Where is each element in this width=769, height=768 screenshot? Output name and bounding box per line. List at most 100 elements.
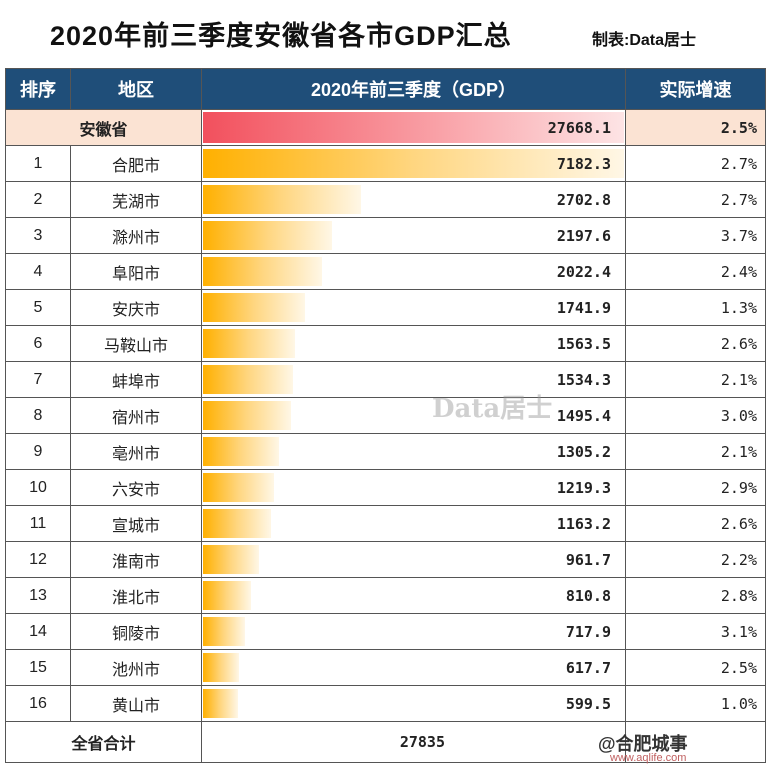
gdp-bar: [203, 509, 272, 538]
speed-cell: 2.5%: [625, 649, 766, 686]
table-row: 5 安庆市 1741.9 1.3%: [5, 289, 766, 326]
rank-cell: 14: [5, 613, 71, 650]
gdp-bar: [203, 401, 291, 430]
gdp-bar: [203, 581, 251, 610]
rank-cell: 11: [5, 505, 71, 542]
gdp-value: 1495.4: [556, 406, 611, 425]
gdp-bar: [203, 329, 295, 358]
header-row: 排序 地区 2020年前三季度（GDP） 实际增速: [5, 68, 766, 110]
table-row: 2 芜湖市 2702.8 2.7%: [5, 181, 766, 218]
region-cell: 亳州市: [70, 433, 202, 470]
gdp-value: 2022.4: [556, 262, 611, 281]
speed-cell: 3.0%: [625, 397, 766, 434]
gdp-cell: 1534.3: [201, 361, 626, 398]
table-row: 1 合肥市 7182.3 2.7%: [5, 145, 766, 182]
gdp-cell: 7182.3: [201, 145, 626, 182]
gdp-bar: [203, 221, 332, 250]
table-body: 安徽省 27668.1 2.5% 1 合肥市 7182.3 2.7% 2 芜湖市 2702.…: [5, 109, 766, 722]
table-row: 12 淮南市 961.7 2.2%: [5, 541, 766, 578]
table-row: 8 宿州市 1495.4 3.0%: [5, 397, 766, 434]
rank-cell: 4: [5, 253, 71, 290]
province-gdp-cell: 27668.1: [201, 109, 626, 146]
header-rank: 排序: [5, 68, 71, 110]
region-cell: 铜陵市: [70, 613, 202, 650]
table-row: 9 亳州市 1305.2 2.1%: [5, 433, 766, 470]
gdp-value: 2197.6: [556, 226, 611, 245]
footer-brand: @合肥城事: [598, 734, 688, 754]
province-name: 安徽省: [5, 109, 202, 146]
gdp-value: 717.9: [565, 622, 611, 641]
speed-cell: 2.2%: [625, 541, 766, 578]
region-cell: 宿州市: [70, 397, 202, 434]
region-cell: 滁州市: [70, 217, 202, 254]
gdp-bar: [203, 185, 362, 214]
region-cell: 黄山市: [70, 685, 202, 722]
region-cell: 池州市: [70, 649, 202, 686]
table-row: 10 六安市 1219.3 2.9%: [5, 469, 766, 506]
gdp-value: 1534.3: [556, 370, 611, 389]
maker-label: 制表:Data居士: [592, 32, 697, 49]
region-cell: 淮南市: [70, 541, 202, 578]
table-row: 6 马鞍山市 1563.5 2.6%: [5, 325, 766, 362]
rank-cell: 7: [5, 361, 71, 398]
gdp-bar: [203, 437, 280, 466]
gdp-bar: [203, 653, 240, 682]
gdp-cell: 1495.4: [201, 397, 626, 434]
rank-cell: 5: [5, 289, 71, 326]
table-row: 15 池州市 617.7 2.5%: [5, 649, 766, 686]
rank-cell: 13: [5, 577, 71, 614]
speed-cell: 1.3%: [625, 289, 766, 326]
gdp-value: 1163.2: [556, 514, 611, 533]
page-title: 2020年前三季度安徽省各市GDP汇总: [50, 21, 512, 51]
header-region: 地区: [70, 68, 202, 110]
total-row: 全省合计 27835: [5, 721, 766, 763]
speed-cell: 2.1%: [625, 433, 766, 470]
header-gdp: 2020年前三季度（GDP）: [201, 68, 626, 110]
speed-cell: 1.0%: [625, 685, 766, 722]
gdp-value: 617.7: [565, 658, 611, 677]
gdp-cell: 810.8: [201, 577, 626, 614]
province-bar: [203, 112, 624, 143]
gdp-bar: [203, 293, 306, 322]
speed-cell: 3.1%: [625, 613, 766, 650]
gdp-cell: 2022.4: [201, 253, 626, 290]
gdp-cell: 2197.6: [201, 217, 626, 254]
gdp-table: 排序 地区 2020年前三季度（GDP） 实际增速 安徽省 27668.1 2.…: [5, 68, 766, 763]
watermark: Data居士: [432, 394, 553, 424]
region-cell: 芜湖市: [70, 181, 202, 218]
province-row: 安徽省 27668.1 2.5%: [5, 109, 766, 146]
speed-cell: 2.6%: [625, 325, 766, 362]
rank-cell: 8: [5, 397, 71, 434]
region-cell: 马鞍山市: [70, 325, 202, 362]
gdp-value: 599.5: [565, 694, 611, 713]
gdp-bar: [203, 545, 260, 574]
table-row: 11 宣城市 1163.2 2.6%: [5, 505, 766, 542]
table-row: 4 阜阳市 2022.4 2.4%: [5, 253, 766, 290]
rank-cell: 16: [5, 685, 71, 722]
gdp-bar: [203, 257, 322, 286]
speed-cell: 2.4%: [625, 253, 766, 290]
speed-cell: 2.8%: [625, 577, 766, 614]
gdp-value: 1305.2: [556, 442, 611, 461]
gdp-cell: 1563.5: [201, 325, 626, 362]
total-speed-cell: [625, 721, 766, 763]
table-row: 13 淮北市 810.8 2.8%: [5, 577, 766, 614]
rank-cell: 10: [5, 469, 71, 506]
rank-cell: 12: [5, 541, 71, 578]
gdp-bar: [203, 149, 624, 178]
table-row: 7 蚌埠市 1534.3 2.1%: [5, 361, 766, 398]
table-row: 14 铜陵市 717.9 3.1%: [5, 613, 766, 650]
gdp-bar: [203, 365, 293, 394]
gdp-cell: 599.5: [201, 685, 626, 722]
header-speed: 实际增速: [625, 68, 766, 110]
gdp-value: 810.8: [565, 586, 611, 605]
total-label: 全省合计: [5, 721, 202, 763]
gdp-value: 1563.5: [556, 334, 611, 353]
province-gdp-value: 27668.1: [547, 118, 611, 137]
rank-cell: 15: [5, 649, 71, 686]
speed-cell: 2.7%: [625, 181, 766, 218]
title-bar: 2020年前三季度安徽省各市GDP汇总 制表:Data居士: [0, 0, 769, 68]
region-cell: 蚌埠市: [70, 361, 202, 398]
footer-site: www.aqlife.com: [610, 752, 687, 764]
gdp-cell: 961.7: [201, 541, 626, 578]
